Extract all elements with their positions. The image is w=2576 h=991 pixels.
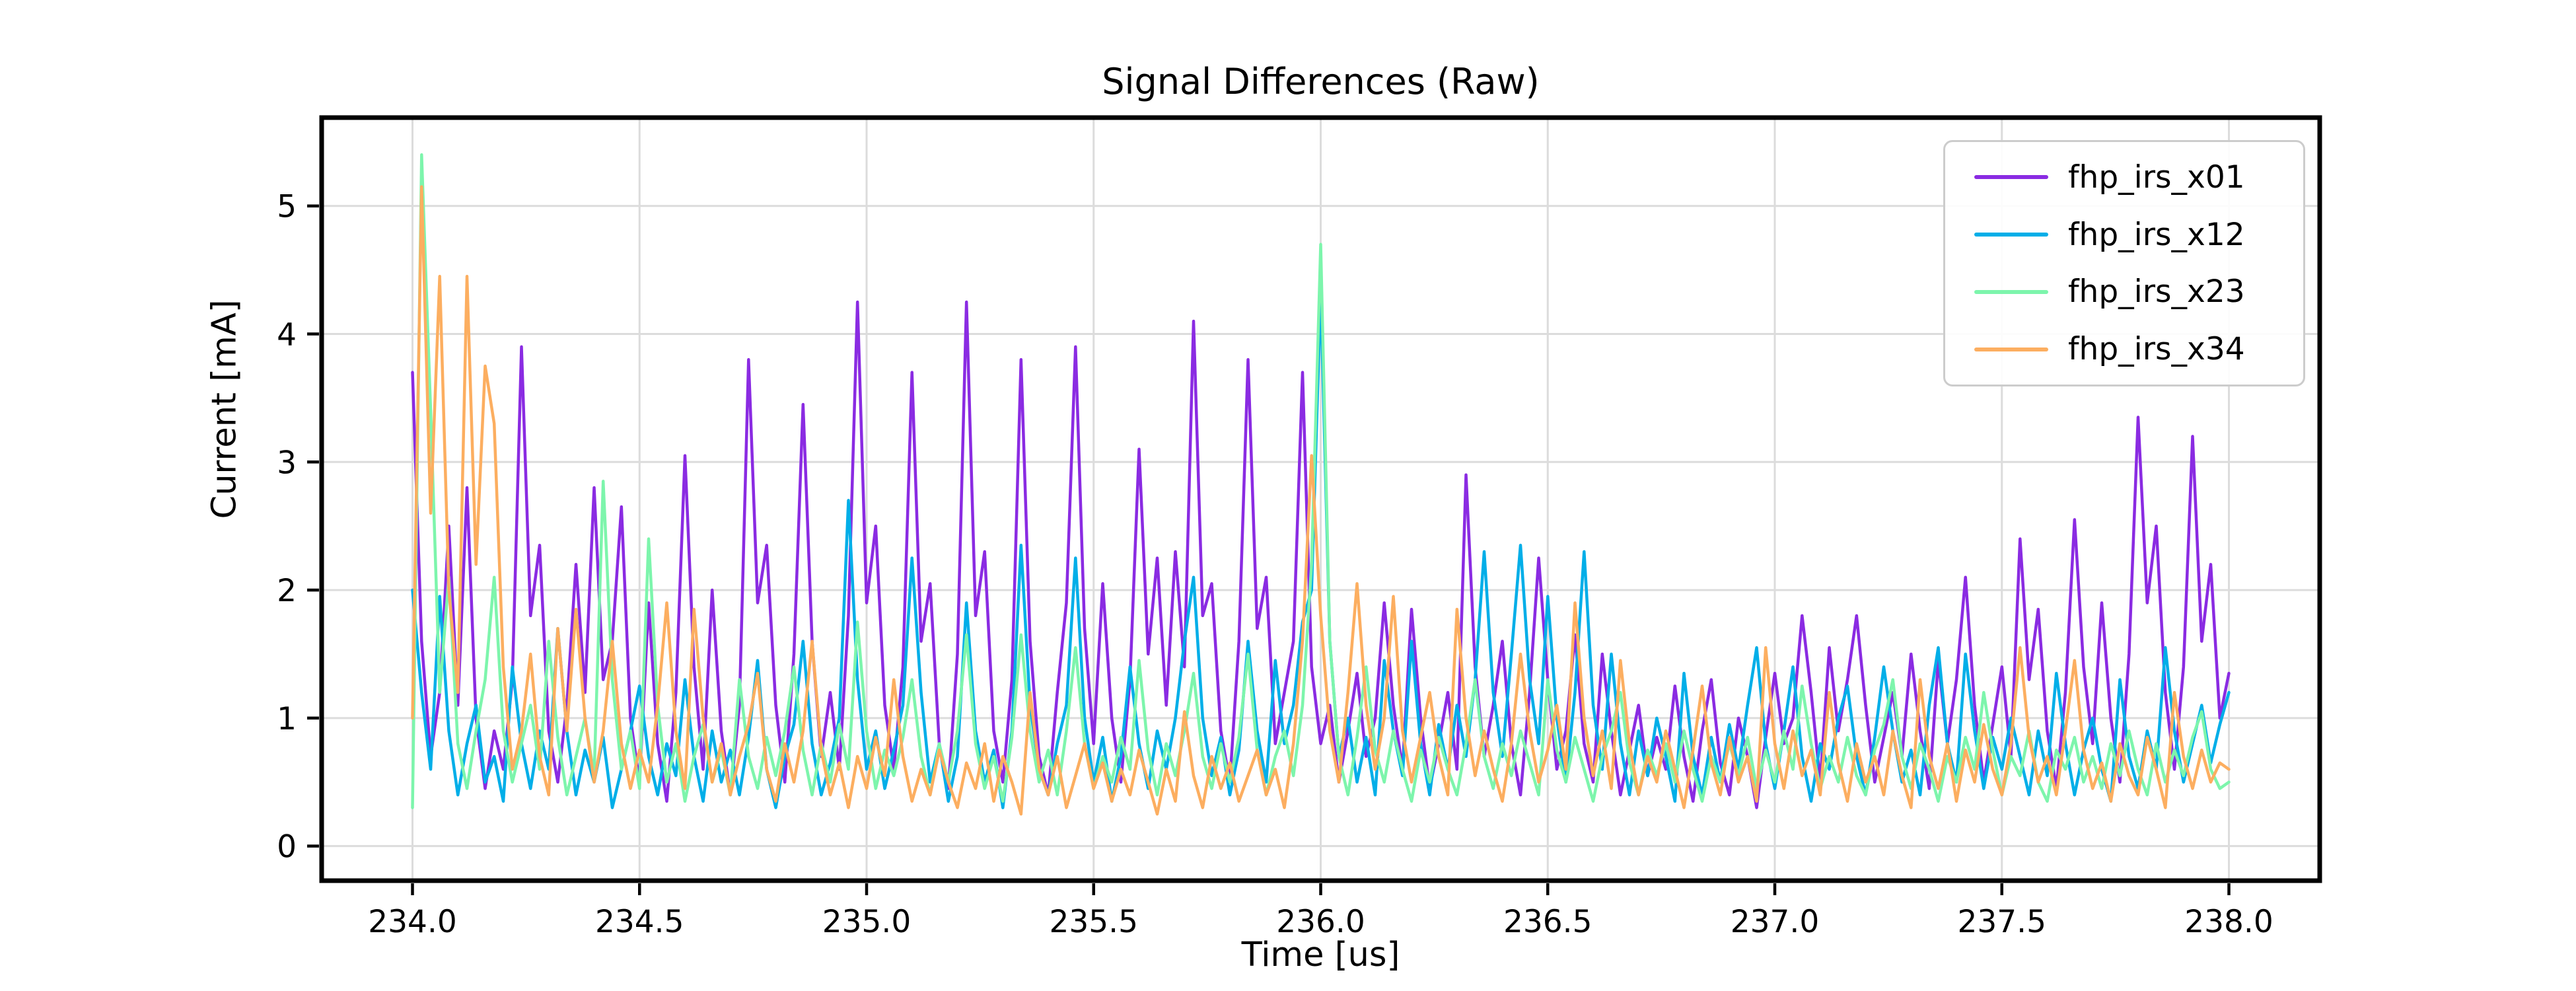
legend-label: fhp_irs_x34 xyxy=(2068,331,2245,368)
x-tick-label: 236.5 xyxy=(1503,904,1592,940)
legend-item-fhp_irs_x34: fhp_irs_x34 xyxy=(1974,320,2303,378)
series-line-fhp_irs_x01 xyxy=(411,300,2231,809)
legend-label: fhp_irs_x23 xyxy=(2068,274,2245,311)
legend: fhp_irs_x01 fhp_irs_x12 fhp_irs_x23 fhp_… xyxy=(1943,140,2305,386)
y-tick-label: 4 xyxy=(277,317,297,353)
legend-line-swatch xyxy=(1974,289,2048,294)
x-tick-label: 237.5 xyxy=(1957,904,2046,940)
x-axis-label: Time [us] xyxy=(1241,936,1400,974)
x-tick-label: 236.0 xyxy=(1276,904,1365,940)
legend-line-swatch xyxy=(1974,175,2048,180)
y-tick-label: 2 xyxy=(277,573,297,609)
x-tick-label: 234.5 xyxy=(595,904,684,940)
series-line-fhp_irs_x34 xyxy=(411,185,2231,816)
y-tick-label: 3 xyxy=(277,445,297,481)
y-tick-label: 1 xyxy=(277,701,297,737)
x-tick-label: 235.5 xyxy=(1049,904,1138,940)
y-tick-label: 0 xyxy=(277,829,297,865)
plot-border xyxy=(319,115,2322,883)
legend-item-fhp_irs_x23: fhp_irs_x23 xyxy=(1974,264,2303,321)
x-tick-label: 237.0 xyxy=(1731,904,1820,940)
legend-line-swatch xyxy=(1974,347,2048,351)
x-tick-label: 235.0 xyxy=(822,904,912,940)
legend-item-fhp_irs_x12: fhp_irs_x12 xyxy=(1974,206,2303,264)
y-axis-label-wrap: Current [mA] xyxy=(0,118,244,881)
legend-item-fhp_irs_x01: fhp_irs_x01 xyxy=(1974,149,2303,206)
chart-title: Signal Differences (Raw) xyxy=(1102,61,1540,102)
y-axis-label: Current [mA] xyxy=(205,299,244,519)
legend-label: fhp_irs_x12 xyxy=(2068,216,2245,253)
legend-label: fhp_irs_x01 xyxy=(2068,159,2245,196)
x-tick-label: 234.0 xyxy=(368,904,457,940)
legend-line-swatch xyxy=(1974,233,2048,237)
x-tick-label: 238.0 xyxy=(2184,904,2273,940)
y-tick-label: 5 xyxy=(277,189,297,225)
